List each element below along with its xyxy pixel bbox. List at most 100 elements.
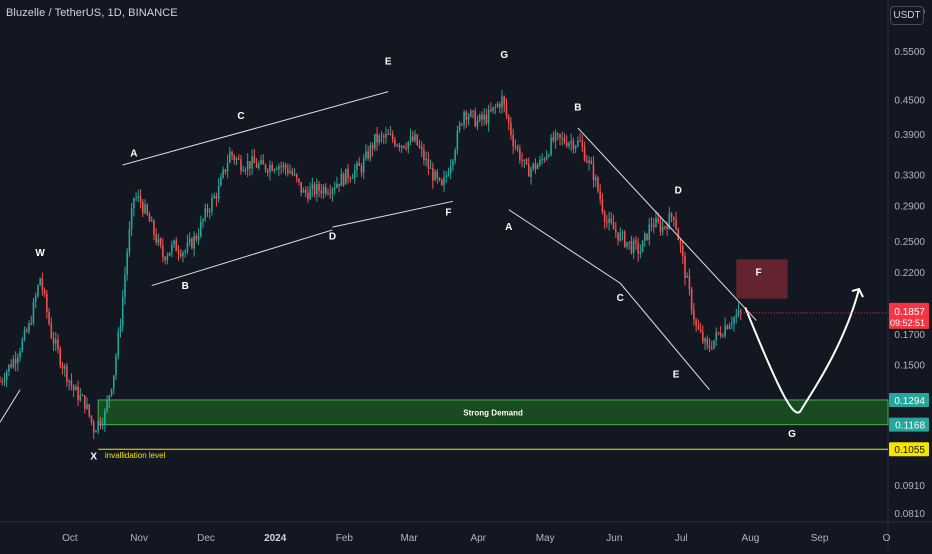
candle-body xyxy=(0,380,1,382)
time-tick-label: Feb xyxy=(336,533,354,544)
candle-body xyxy=(429,167,432,169)
candle-body xyxy=(202,219,204,222)
candle-body xyxy=(469,110,472,117)
candle-body xyxy=(200,221,202,237)
candle-body xyxy=(170,244,173,253)
candle-body xyxy=(336,183,338,188)
candle-body xyxy=(646,233,648,240)
candle-body xyxy=(617,232,619,241)
candle-body xyxy=(545,155,548,160)
candle-body xyxy=(19,351,21,358)
candle-body xyxy=(548,154,550,156)
candle-body xyxy=(50,323,53,339)
candle-body xyxy=(208,211,211,213)
candle-body xyxy=(309,188,311,200)
candle-body xyxy=(262,159,265,165)
candle-body xyxy=(77,386,79,400)
lower-channel-line-1b xyxy=(332,200,454,228)
time-tick-label: May xyxy=(536,533,555,544)
candle-body xyxy=(329,192,332,194)
candle-body xyxy=(666,226,668,230)
candle-body xyxy=(289,171,291,174)
candle-body xyxy=(173,240,175,245)
candle-body xyxy=(300,182,303,193)
candle-body xyxy=(556,133,559,135)
candle-body xyxy=(115,356,117,376)
candle-body xyxy=(463,111,465,125)
candle-body xyxy=(81,395,84,397)
candle-body xyxy=(416,134,419,145)
time-tick-label: Jul xyxy=(675,533,688,544)
currency-button[interactable]: USDT xyxy=(890,6,924,25)
wave-label: E xyxy=(385,57,392,68)
candle-body xyxy=(25,330,28,332)
candle-body xyxy=(693,310,695,320)
wave-label: W xyxy=(35,248,45,259)
candle-body xyxy=(563,137,566,143)
candle-body xyxy=(699,329,702,332)
candle-body xyxy=(722,335,724,337)
candle-body xyxy=(99,420,102,426)
candle-body xyxy=(360,165,363,173)
candle-body xyxy=(324,186,327,194)
candle-body xyxy=(79,395,82,400)
candle-body xyxy=(104,410,106,425)
candle-body xyxy=(150,220,153,222)
candle-body xyxy=(369,144,372,159)
candle-body xyxy=(356,163,358,170)
candle-body xyxy=(30,323,33,325)
candle-body xyxy=(514,146,517,148)
candle-body xyxy=(211,198,213,212)
candle-body xyxy=(632,240,635,253)
candle-body xyxy=(603,211,606,222)
candle-body xyxy=(635,240,637,243)
wave-label: F xyxy=(445,208,451,219)
candle-body xyxy=(590,160,593,164)
candle-body xyxy=(242,170,244,172)
candle-body xyxy=(186,242,189,252)
candle-body xyxy=(396,145,398,147)
candle-body xyxy=(505,104,508,116)
candle-body xyxy=(608,218,610,223)
candle-body xyxy=(258,163,260,168)
candle-body xyxy=(411,136,414,141)
candle-body xyxy=(380,135,383,137)
candle-body xyxy=(342,173,345,185)
candle-body xyxy=(423,149,425,161)
candle-body xyxy=(702,331,704,342)
candle-body xyxy=(66,366,68,382)
candle-body xyxy=(184,251,186,253)
candle-body xyxy=(737,310,740,316)
candle-body xyxy=(313,184,316,195)
candle-body xyxy=(438,177,441,180)
candle-body xyxy=(240,159,242,171)
candle-body xyxy=(626,242,628,247)
candle-body xyxy=(619,232,622,241)
wave-label: D xyxy=(675,185,682,196)
candle-body xyxy=(222,169,224,177)
projection-curve xyxy=(744,288,860,414)
candle-body xyxy=(39,278,41,286)
candle-body xyxy=(233,155,236,161)
demand-zone xyxy=(97,399,889,426)
candle-body xyxy=(673,217,675,220)
lower-channel-line-2a xyxy=(508,209,621,284)
candle-body xyxy=(318,184,320,191)
wave-label: G xyxy=(500,50,508,61)
candle-body xyxy=(144,204,146,214)
candle-body xyxy=(731,323,733,325)
wave-label: C xyxy=(237,111,244,122)
level-tag-label: 0.1168 xyxy=(895,421,925,432)
candle-body xyxy=(266,170,269,173)
candle-body xyxy=(75,386,77,391)
candle-body xyxy=(112,375,115,390)
candle-body xyxy=(498,104,501,108)
candle-body xyxy=(153,220,155,235)
candle-body xyxy=(59,348,62,366)
candle-body xyxy=(197,236,200,240)
candle-body xyxy=(345,168,347,185)
candle-body xyxy=(675,219,677,230)
candle-body xyxy=(594,177,597,181)
candle-body xyxy=(534,163,537,169)
